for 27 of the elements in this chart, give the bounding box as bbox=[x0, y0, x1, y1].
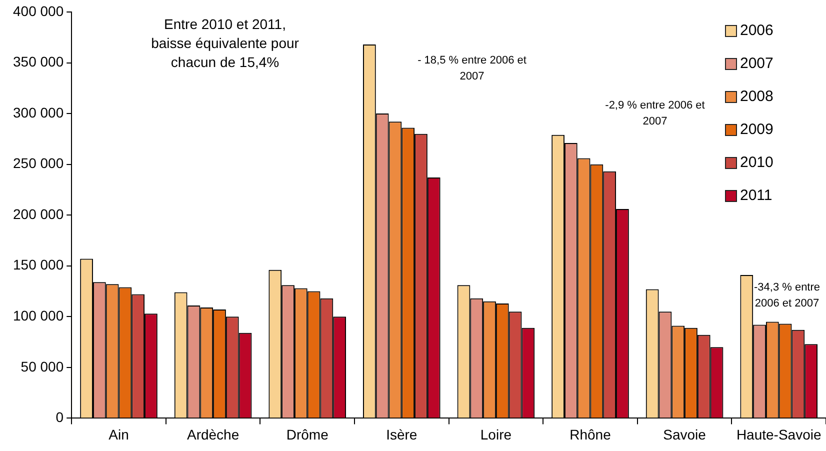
x-tick-label: Ain bbox=[108, 426, 129, 442]
annotation: - 18,5 % entre 2006 et 2007 bbox=[418, 54, 526, 83]
legend-label: 2010 bbox=[740, 154, 774, 171]
y-tick-label: 350 000 bbox=[12, 54, 64, 70]
y-tick-label: 100 000 bbox=[12, 308, 64, 324]
annotation: Entre 2010 et 2011, baisse équivalente pour chacun de 15,4% bbox=[151, 16, 300, 70]
y-tick-label: 300 000 bbox=[12, 104, 64, 120]
legend-label: 2007 bbox=[740, 55, 774, 72]
legend-label: 2008 bbox=[740, 88, 774, 105]
x-tick-label: Drôme bbox=[286, 426, 329, 442]
x-tick-label: Loire bbox=[480, 426, 512, 442]
y-tick-label: 50 000 bbox=[20, 358, 64, 374]
annotation: -2,9 % entre 2006 et 2007 bbox=[605, 100, 705, 128]
x-tick-label: Ardèche bbox=[186, 426, 240, 442]
y-tick-label: 200 000 bbox=[12, 206, 64, 222]
x-tick-label: Haute-Savoie bbox=[736, 426, 822, 442]
y-tick-label: 400 000 bbox=[12, 2, 64, 19]
x-tick-label: Isère bbox=[386, 426, 418, 442]
legend-label: 2006 bbox=[740, 22, 774, 39]
legend-label: 2009 bbox=[740, 121, 774, 138]
x-tick-label: Rhône bbox=[570, 426, 612, 442]
y-tick-label: 250 000 bbox=[12, 155, 64, 172]
legend-label: 2011 bbox=[740, 187, 772, 204]
y-tick-label: 0 bbox=[56, 409, 64, 426]
x-tick-label: Savoie bbox=[663, 426, 706, 442]
annotation: -34,3 % entre 2006 et 2007 bbox=[754, 282, 820, 310]
y-tick-label: 150 000 bbox=[12, 256, 64, 273]
